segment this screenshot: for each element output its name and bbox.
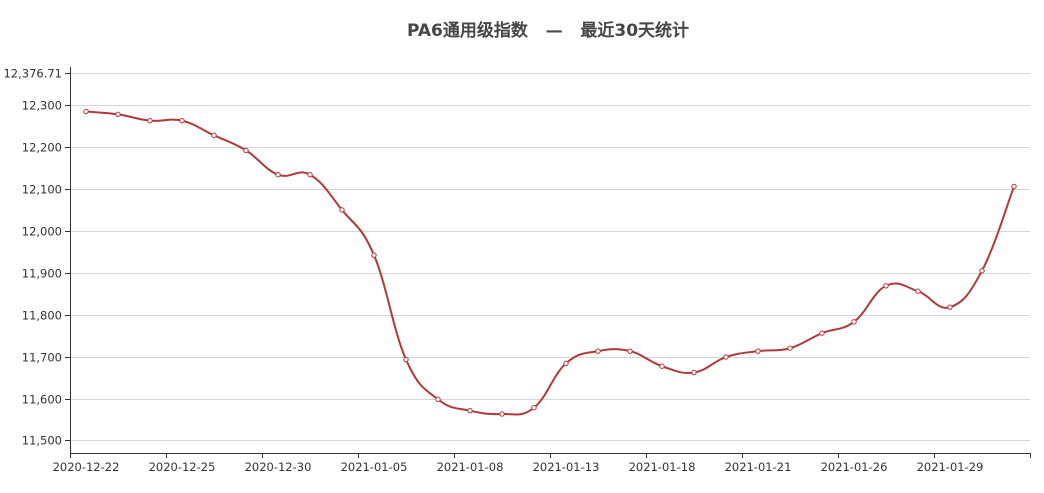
data-point	[243, 147, 249, 154]
data-point	[403, 356, 409, 363]
x-tick-label: 2021-01-13	[533, 460, 600, 474]
data-point	[563, 360, 569, 367]
data-point	[211, 132, 217, 139]
data-point	[179, 117, 185, 124]
data-point	[659, 363, 665, 369]
data-point	[467, 407, 473, 414]
data-point	[691, 369, 697, 376]
gridlines	[70, 73, 1030, 441]
y-tick-label: 11,800	[22, 309, 62, 323]
data-point	[819, 330, 825, 336]
data-point	[627, 348, 633, 354]
x-tick-label: 2020-12-25	[149, 460, 216, 474]
y-tick-label: 12,100	[22, 183, 62, 197]
data-point	[723, 354, 729, 360]
data-point	[147, 117, 153, 124]
data-point	[435, 396, 441, 403]
y-tick-label: 11,600	[22, 393, 62, 407]
x-tick-label: 2021-01-26	[821, 460, 888, 474]
y-tick-label: 12,000	[22, 225, 62, 239]
chart-title: PA6通用级指数 — 最近30天统计	[406, 21, 690, 41]
y-tick-label: 12,376.71	[3, 67, 62, 81]
data-point	[499, 411, 505, 417]
data-point	[979, 267, 985, 274]
x-tick-label: 2020-12-22	[53, 460, 120, 474]
data-point	[595, 348, 601, 354]
data-point	[531, 405, 537, 411]
x-tick-label: 2021-01-18	[629, 460, 696, 474]
y-axis: 12,376.71 12,300 12,200 12,100 12,000 11,900 1…	[3, 67, 71, 453]
data-point	[339, 207, 345, 213]
y-tick-label: 11,700	[22, 351, 62, 365]
x-tick-label: 2020-12-30	[245, 460, 312, 474]
data-point	[915, 288, 921, 294]
x-tick-label: 2021-01-21	[725, 460, 792, 474]
series-line	[85, 110, 1015, 416]
data-point	[755, 348, 761, 354]
x-tick-label: 2021-01-05	[341, 460, 408, 474]
data-point	[883, 283, 889, 289]
data-point	[275, 172, 281, 178]
data-point	[947, 304, 953, 310]
data-point	[787, 345, 793, 351]
data-point	[851, 319, 857, 325]
y-tick-label: 11,500	[22, 434, 62, 448]
y-tick-label: 12,200	[22, 141, 62, 155]
data-point	[371, 252, 377, 258]
x-tick-label: 2021-01-29	[917, 460, 984, 474]
data-point	[83, 108, 89, 115]
data-point	[1011, 183, 1017, 190]
x-tick-label: 2021-01-08	[437, 460, 504, 474]
series-group	[83, 108, 1017, 417]
data-point	[307, 172, 313, 178]
y-tick-label: 12,300	[22, 99, 62, 113]
y-tick-label: 11,900	[22, 267, 62, 281]
data-point	[115, 111, 121, 118]
x-axis: 2020-12-22 2020-12-25 2020-12-30 2021-01-05…	[53, 453, 1031, 474]
